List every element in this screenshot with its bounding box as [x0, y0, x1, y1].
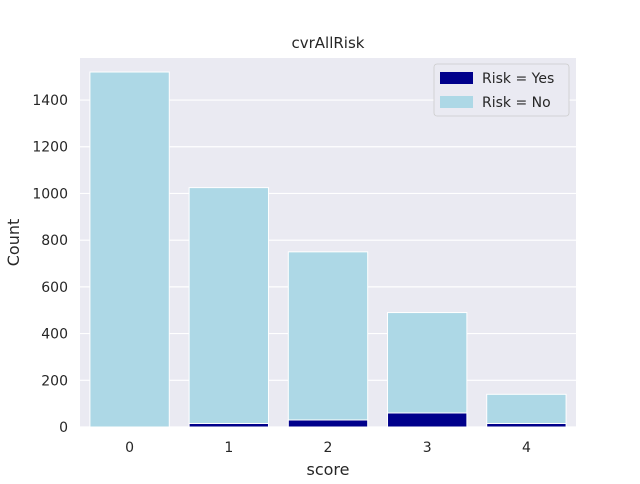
y-tick-label: 400	[41, 327, 68, 343]
x-tick-label: 0	[125, 440, 134, 456]
bar-risk-yes-score-2	[287, 419, 369, 428]
chart-title: cvrAllRisk	[292, 34, 365, 52]
x-tick-label: 1	[224, 440, 233, 456]
y-tick-label: 1400	[32, 93, 68, 109]
y-axis-label: Count	[4, 219, 23, 267]
bar-risk-no-score-1	[188, 187, 269, 428]
bars	[89, 71, 567, 428]
x-axis-label: score	[307, 460, 350, 479]
bar-risk-no-score-2	[287, 251, 369, 428]
x-tick-label: 2	[324, 440, 333, 456]
bar-risk-no-score-3	[387, 312, 468, 428]
legend: Risk = Yes Risk = No	[433, 63, 570, 117]
x-tick-label: 4	[522, 440, 531, 456]
legend-swatch-risk-no	[440, 96, 473, 108]
y-tick-label: 600	[41, 280, 68, 296]
bar-risk-no-score-4	[486, 393, 567, 428]
legend-swatch-risk-yes	[440, 72, 473, 84]
legend-label-risk-yes: Risk = Yes	[482, 71, 554, 87]
legend-label-risk-no: Risk = No	[482, 95, 551, 111]
y-tick-label: 1200	[32, 140, 68, 156]
y-tick-label: 200	[41, 373, 68, 389]
y-tick-label: 0	[59, 420, 68, 436]
bar-risk-no-score-0	[89, 71, 170, 428]
bar-risk-yes-score-4	[486, 422, 567, 428]
y-tick-label: 1000	[32, 186, 68, 202]
bar-risk-yes-score-3	[387, 412, 468, 428]
y-tick-label: 800	[41, 233, 68, 249]
x-axis-ticks: 0 1 2 3 4	[125, 440, 531, 456]
bar-risk-yes-score-1	[188, 422, 269, 428]
y-axis-ticks: 0 200 400 600 800 1000 1200 1400	[32, 93, 68, 436]
x-tick-label: 3	[423, 440, 432, 456]
